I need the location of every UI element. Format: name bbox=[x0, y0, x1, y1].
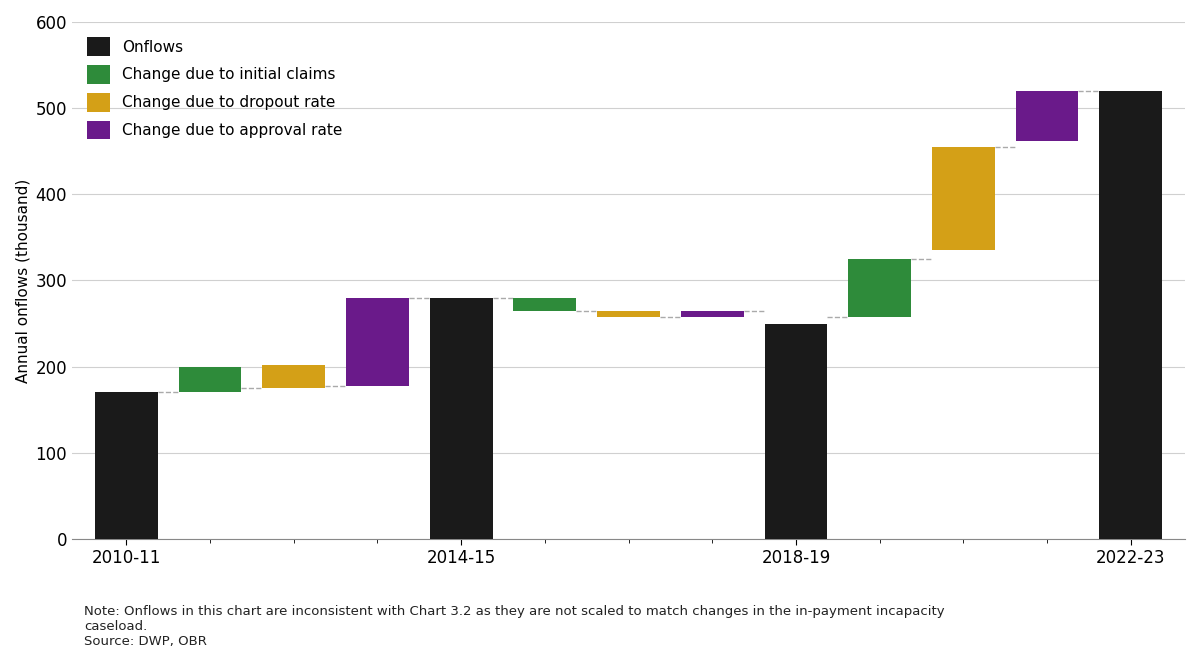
Bar bbox=[932, 147, 995, 250]
Bar bbox=[598, 311, 660, 316]
Legend: Onflows, Change due to initial claims, Change due to dropout rate, Change due to: Onflows, Change due to initial claims, C… bbox=[79, 30, 350, 147]
Text: Source: DWP, OBR: Source: DWP, OBR bbox=[84, 635, 206, 647]
Y-axis label: Annual onflows (thousand): Annual onflows (thousand) bbox=[16, 179, 30, 382]
Bar bbox=[514, 298, 576, 311]
Bar bbox=[680, 311, 744, 316]
Bar bbox=[1099, 91, 1162, 539]
Bar bbox=[179, 367, 241, 393]
Bar bbox=[430, 298, 492, 539]
Bar bbox=[95, 393, 158, 539]
Bar bbox=[263, 365, 325, 388]
Bar bbox=[764, 324, 827, 539]
Text: Note: Onflows in this chart are inconsistent with Chart 3.2 as they are not scal: Note: Onflows in this chart are inconsis… bbox=[84, 605, 944, 633]
Bar bbox=[1015, 91, 1079, 141]
Bar bbox=[346, 298, 409, 386]
Bar bbox=[848, 259, 911, 316]
